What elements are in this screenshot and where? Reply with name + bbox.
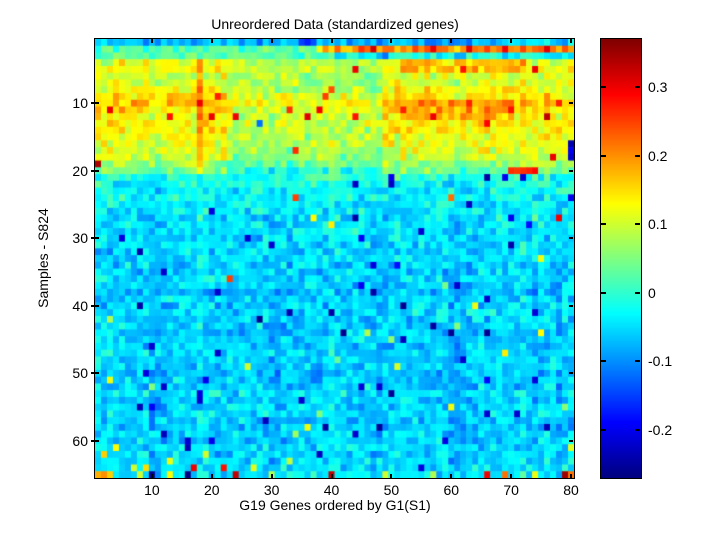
colorbar-canvas — [601, 39, 641, 478]
x-tick-mark — [570, 39, 572, 43]
colorbar-tick-mark — [601, 154, 606, 157]
colorbar-tick-mark — [635, 86, 640, 89]
x-tick-label: 70 — [503, 482, 519, 498]
y-tick-mark — [569, 102, 573, 105]
y-tick-mark — [91, 372, 99, 375]
x-tick-label: 80 — [563, 482, 579, 498]
y-axis-label: Samples - S824 — [35, 208, 51, 308]
x-tick-mark — [210, 474, 213, 478]
colorbar-tick-mark — [635, 154, 640, 157]
y-tick-mark — [569, 439, 573, 442]
x-tick-mark — [270, 474, 273, 478]
x-tick-mark — [450, 474, 453, 478]
x-tick-mark — [510, 39, 513, 43]
x-axis-label: G19 Genes ordered by G1(S1) — [239, 497, 431, 513]
colorbar-tick-mark — [601, 360, 606, 363]
y-tick-mark — [569, 169, 573, 172]
x-tick-label: 20 — [203, 482, 220, 498]
colorbar-tick-label: 0 — [648, 284, 656, 301]
colorbar-tick-label: -0.2 — [648, 421, 673, 438]
x-tick-label: 30 — [263, 482, 280, 498]
x-tick-mark — [270, 39, 273, 43]
chart-title: Unreordered Data (standardized genes) — [211, 16, 459, 32]
x-tick-label: 10 — [144, 482, 160, 498]
heatmap-plot-area — [94, 38, 575, 479]
colorbar-tick-mark — [635, 291, 640, 294]
colorbar-tick-mark — [601, 428, 606, 431]
x-tick-mark — [210, 39, 213, 43]
colorbar-tick-label: 0.3 — [648, 79, 668, 96]
x-tick-mark — [390, 39, 393, 43]
colorbar — [600, 38, 642, 479]
heatmap-canvas — [95, 39, 574, 478]
x-tick-label: 40 — [323, 482, 340, 498]
x-tick-label: 60 — [443, 482, 460, 498]
x-tick-mark — [330, 474, 333, 478]
y-tick-label: 50 — [72, 365, 88, 382]
x-tick-mark — [330, 39, 333, 43]
colorbar-tick-mark — [635, 428, 640, 431]
x-tick-label: 50 — [383, 482, 400, 498]
x-tick-mark — [150, 39, 153, 43]
colorbar-tick-mark — [601, 86, 606, 89]
x-tick-mark — [510, 474, 513, 478]
colorbar-tick-mark — [635, 223, 640, 226]
y-tick-label: 20 — [72, 162, 88, 179]
y-tick-mark — [91, 102, 99, 105]
x-tick-mark — [390, 474, 393, 478]
x-tick-mark — [150, 474, 153, 478]
y-tick-mark — [569, 237, 573, 240]
y-tick-mark — [569, 304, 573, 307]
y-tick-mark — [91, 439, 99, 442]
y-tick-label: 30 — [72, 230, 88, 247]
colorbar-tick-label: 0.1 — [648, 216, 668, 233]
y-tick-label: 60 — [72, 432, 88, 449]
colorbar-tick-mark — [635, 360, 640, 363]
x-tick-mark — [450, 39, 453, 43]
y-tick-mark — [91, 237, 99, 240]
colorbar-tick-mark — [601, 223, 606, 226]
y-tick-mark — [91, 304, 99, 307]
y-tick-label: 10 — [72, 95, 88, 112]
colorbar-tick-label: -0.1 — [648, 353, 673, 370]
y-tick-label: 40 — [72, 297, 88, 314]
colorbar-tick-mark — [601, 291, 606, 294]
y-tick-mark — [91, 169, 99, 172]
colorbar-tick-label: 0.2 — [648, 147, 668, 164]
x-tick-mark — [570, 474, 572, 478]
y-tick-mark — [569, 372, 573, 375]
